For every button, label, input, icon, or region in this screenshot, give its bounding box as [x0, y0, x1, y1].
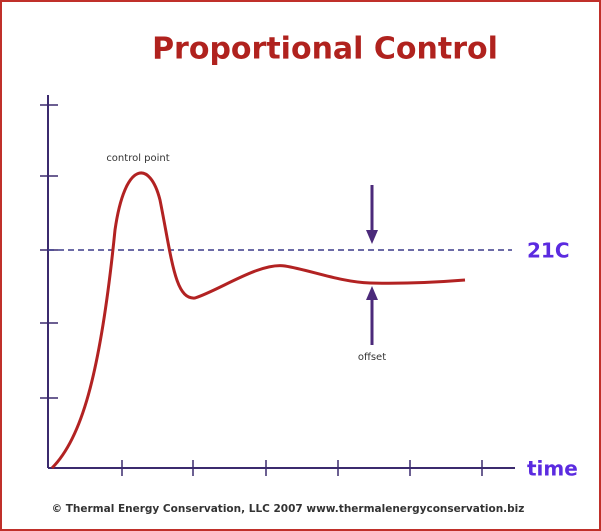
x-ticks: [121, 460, 483, 476]
footer: © Thermal Energy Conservation, LLC 2007 …: [52, 503, 525, 515]
title: Proportional Control: [152, 32, 498, 67]
setpoint-label: 21C: [527, 239, 570, 263]
offset-arrows: [366, 185, 378, 345]
x-axis-label: time: [527, 457, 578, 481]
axes: [40, 95, 515, 476]
response-curve: [50, 171, 466, 470]
peak-label: control point: [106, 153, 169, 164]
offset-label: offset: [358, 352, 386, 363]
